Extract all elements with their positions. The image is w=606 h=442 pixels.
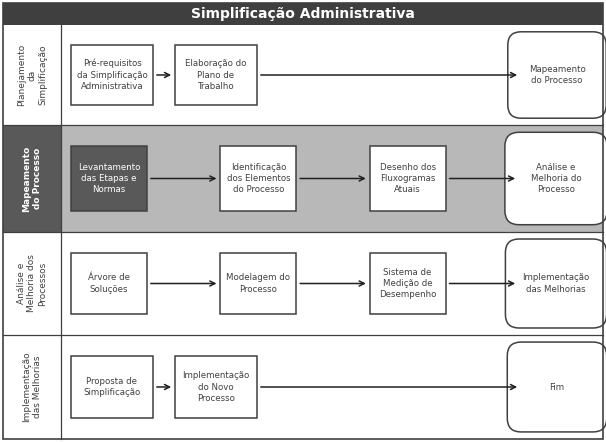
Bar bbox=[221, 146, 296, 210]
Text: Desenho dos
Fluxogramas
Atuais: Desenho dos Fluxogramas Atuais bbox=[379, 163, 436, 194]
Bar bbox=[61, 335, 603, 439]
Text: Modelagem do
Processo: Modelagem do Processo bbox=[226, 273, 290, 294]
FancyBboxPatch shape bbox=[508, 32, 606, 118]
Text: Implementação
do Novo
Processo: Implementação do Novo Processo bbox=[182, 371, 250, 403]
Text: Fim: Fim bbox=[550, 382, 565, 392]
FancyBboxPatch shape bbox=[505, 132, 606, 225]
Bar bbox=[370, 146, 445, 210]
Bar bbox=[3, 125, 61, 232]
Text: Pré-requisitos
da Simplificação
Administrativa: Pré-requisitos da Simplificação Administ… bbox=[76, 59, 147, 91]
Bar bbox=[71, 45, 153, 105]
Bar bbox=[71, 356, 153, 418]
Text: Identificação
dos Elementos
do Processo: Identificação dos Elementos do Processo bbox=[227, 163, 290, 194]
Bar bbox=[61, 232, 603, 335]
Text: Proposta de
Simplificação: Proposta de Simplificação bbox=[84, 377, 141, 397]
Bar bbox=[71, 252, 147, 314]
Bar bbox=[61, 125, 603, 232]
FancyBboxPatch shape bbox=[505, 239, 606, 328]
Bar bbox=[61, 25, 603, 125]
Text: Sistema de
Medição de
Desempenho: Sistema de Medição de Desempenho bbox=[379, 267, 436, 299]
Text: Árvore de
Soluções: Árvore de Soluções bbox=[88, 273, 130, 294]
Text: Elaboração do
Plano de
Trabalho: Elaboração do Plano de Trabalho bbox=[185, 59, 247, 91]
Text: Mapeamento
do Processo: Mapeamento do Processo bbox=[22, 145, 42, 212]
Text: Planejamento
da
Simplificação: Planejamento da Simplificação bbox=[17, 44, 47, 106]
Bar bbox=[3, 25, 61, 125]
Bar bbox=[175, 45, 257, 105]
Bar bbox=[175, 356, 257, 418]
FancyBboxPatch shape bbox=[507, 342, 606, 432]
Bar bbox=[3, 232, 61, 335]
Bar bbox=[3, 3, 603, 25]
Bar bbox=[221, 252, 296, 314]
Text: Análise e
Melhoria do
Processo: Análise e Melhoria do Processo bbox=[531, 163, 581, 194]
Text: Implementação
das Melhorias: Implementação das Melhorias bbox=[522, 273, 590, 294]
Text: Simplificação Administrativa: Simplificação Administrativa bbox=[191, 7, 415, 21]
Bar bbox=[3, 335, 61, 439]
Bar bbox=[370, 252, 445, 314]
Bar bbox=[71, 146, 147, 210]
Text: Análise e
Melhoria dos
Processos: Análise e Melhoria dos Processos bbox=[17, 255, 47, 312]
Text: Levantamento
das Etapas e
Normas: Levantamento das Etapas e Normas bbox=[78, 163, 140, 194]
Text: Mapeamento
do Processo: Mapeamento do Processo bbox=[528, 65, 585, 85]
Text: Implementação
das Melhorias: Implementação das Melhorias bbox=[22, 352, 42, 422]
